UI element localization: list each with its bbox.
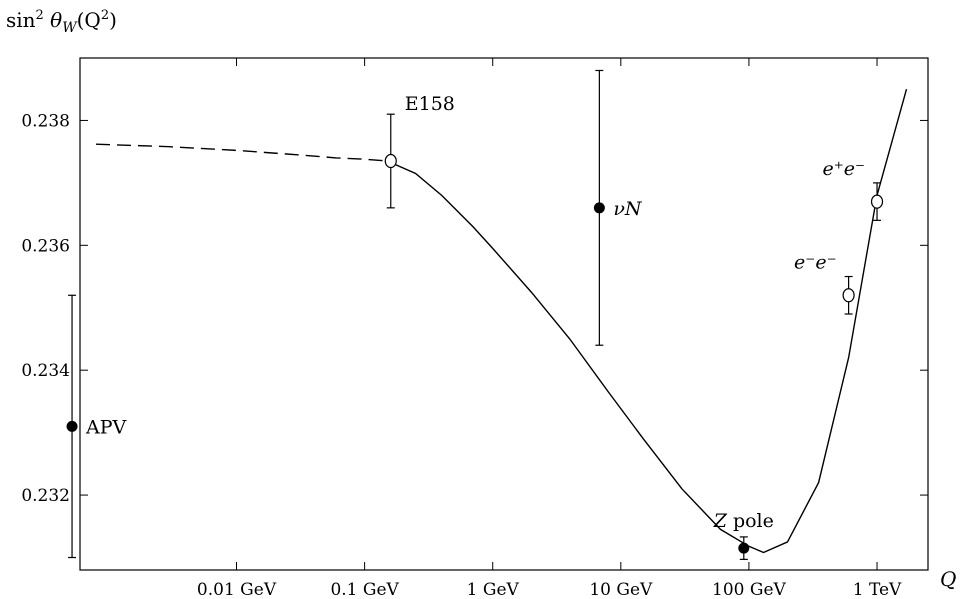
x-axis-ticks: 0.01 GeV 0.1 GeV 1 GeV 10 GeV 100 GeV 1 TeV [197,58,902,599]
x-tick-label: 10 GeV [589,580,653,599]
data-point-filled [66,420,78,432]
data-point-label: E158 [405,93,455,115]
x-tick-label: 1 TeV [853,580,902,599]
x-tick-label: 0.01 GeV [197,580,277,599]
y-tick-label: 0.236 [21,236,70,256]
data-point-label: APV [85,416,127,438]
data-point-filled [593,202,605,214]
x-tick-label: 1 GeV [467,580,520,599]
curve-solid-segment [386,89,908,554]
data-point-filled [738,542,750,554]
data-point-label: e⁻e⁻ [794,252,837,274]
data-point-label: Z pole [713,510,774,532]
y-tick-label: 0.232 [21,486,70,506]
x-tick-label: 0.1 GeV [330,580,399,599]
data-point-open [842,288,855,303]
data-point-open [384,153,397,169]
data-point-label: e⁺e⁻ [822,158,865,180]
curve-dashed-segment [95,143,388,162]
y-axis-title: sin2 θW(Q2) [6,8,117,36]
plot-frame [79,57,929,571]
y-axis-ticks: 0.232 0.234 0.236 0.238 [21,111,928,506]
data-point-label: νN [613,198,643,220]
x-axis-title: Q [940,567,956,591]
x-tick-label: 100 GeV [712,580,786,599]
y-tick-label: 0.238 [21,111,70,131]
data-point-open [870,194,884,209]
running-curve [95,89,908,554]
y-tick-label: 0.234 [21,361,70,381]
data-points: APV E158 νN Z pole e⁻e⁻ e⁺e⁻ [66,69,884,560]
